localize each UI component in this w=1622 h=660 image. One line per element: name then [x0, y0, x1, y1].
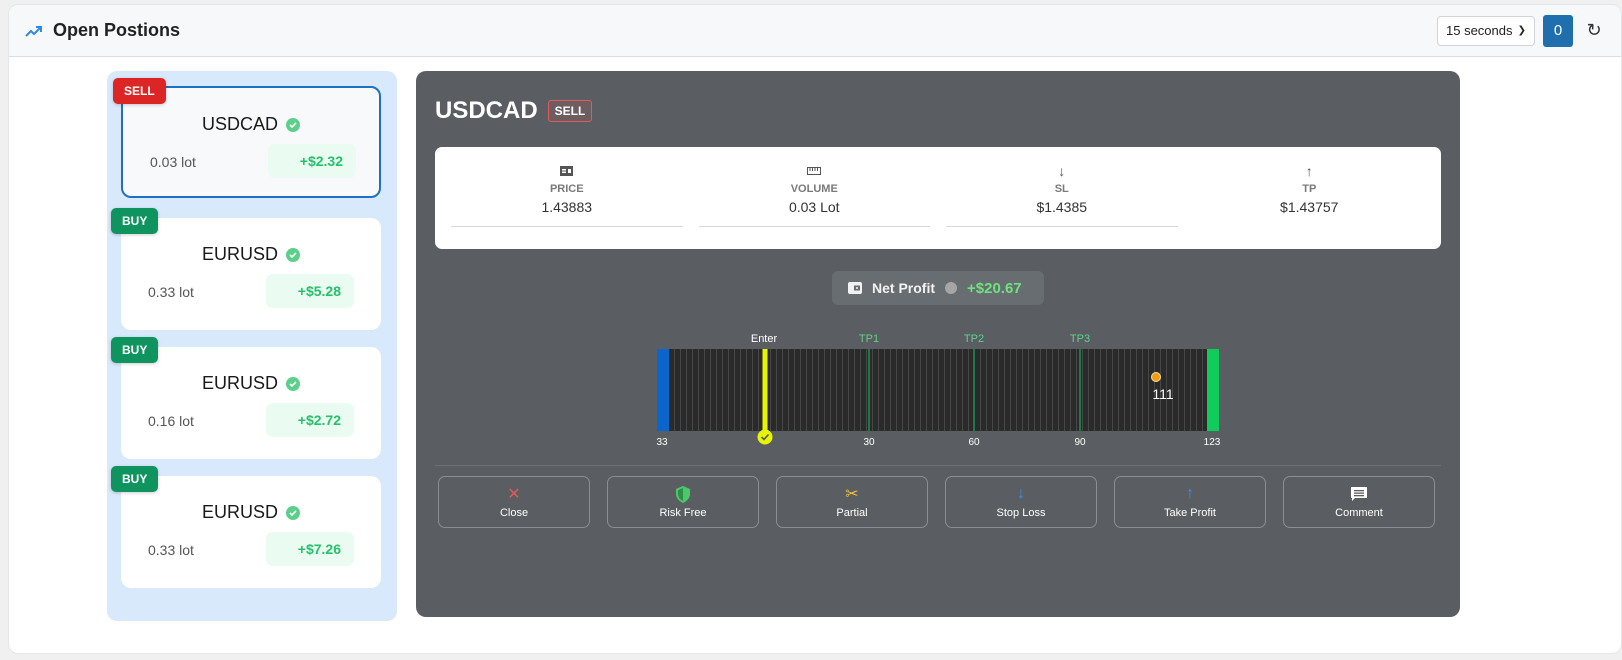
position-symbol: EURUSD	[201, 502, 278, 522]
check-badge-icon	[757, 429, 773, 445]
refresh-interval-value: 15 seconds	[1446, 23, 1513, 38]
verified-icon	[286, 376, 300, 391]
info-value: $1.43757	[1280, 199, 1339, 215]
arrow-up-icon: ↑	[1186, 485, 1194, 502]
tp3-label: TP3	[1069, 333, 1091, 345]
arrow-down-icon: ↓	[1017, 485, 1025, 502]
info-sl: ↓ SL $1.4385	[946, 147, 1178, 227]
position-card[interactable]: BUY EURUSD 0.33 lot +$5.28	[111, 208, 381, 330]
stop-loss-label: Stop Loss	[996, 507, 1046, 519]
side-badge: BUY	[111, 208, 159, 234]
stop-loss-button[interactable]: ↓ Stop Loss	[945, 476, 1097, 528]
tp2-line	[973, 349, 975, 431]
price-gauge: Enter TP1 TP2 TP3 111 33 30 60 90 123	[656, 333, 1222, 453]
info-price: PRICE 1.43883	[451, 147, 683, 227]
arrow-up-icon: ↑	[1305, 163, 1313, 179]
close-icon: ✕	[507, 486, 521, 503]
partial-label: Partial	[836, 507, 868, 519]
chevron-down-icon: ❯	[1517, 25, 1526, 36]
position-lot: 0.16 lot	[148, 413, 194, 429]
info-label: SL	[1054, 183, 1069, 195]
verified-icon	[286, 247, 300, 262]
price-tag-icon	[451, 163, 683, 179]
side-badge: BUY	[111, 337, 159, 363]
detail-side-badge: SELL	[547, 100, 593, 122]
risk-free-label: Risk Free	[659, 507, 707, 519]
gauge-bar: 111	[657, 349, 1219, 431]
position-symbol: EURUSD	[201, 373, 278, 393]
take-profit-label: Take Profit	[1164, 507, 1216, 519]
enter-label: Enter	[750, 333, 778, 345]
tp-zone	[1207, 349, 1219, 431]
position-symbol: USDCAD	[201, 114, 278, 134]
position-card[interactable]: SELL USDCAD 0.03 lot +$2.32	[113, 78, 381, 198]
scissors-icon: ✂	[845, 486, 859, 503]
detail-symbol: USDCAD	[435, 97, 538, 124]
net-profit-label: Net Profit	[872, 280, 935, 296]
info-volume: VOLUME 0.03 Lot	[698, 147, 931, 227]
panel-header: Open Postions 15 seconds ❯ 0 ↻	[9, 5, 1621, 57]
position-profit: +$5.28	[266, 274, 354, 308]
refresh-icon[interactable]: ↻	[1586, 20, 1602, 40]
close-button[interactable]: ✕ Close	[438, 476, 590, 528]
comment-icon	[1351, 485, 1367, 503]
tp1-label: TP1	[858, 333, 880, 345]
net-profit: Net Profit +$20.67	[832, 271, 1044, 305]
current-price-value: 111	[1152, 386, 1174, 402]
position-card[interactable]: BUY EURUSD 0.33 lot +$7.26	[111, 466, 381, 588]
tick-tp2: 60	[968, 437, 980, 448]
position-symbol: EURUSD	[201, 244, 278, 264]
action-buttons: ✕ Close Risk Free ✂ Partial ↓ Stop Loss …	[438, 476, 1435, 528]
side-badge: SELL	[113, 78, 166, 104]
sl-zone	[657, 349, 669, 431]
tick-tp: 123	[1203, 437, 1221, 448]
info-value: $1.4385	[1036, 199, 1088, 215]
info-label: TP	[1302, 183, 1317, 195]
tick-tp1: 30	[863, 437, 875, 448]
info-label: PRICE	[549, 183, 584, 195]
ruler-icon	[699, 163, 931, 179]
comment-button[interactable]: Comment	[1283, 476, 1435, 528]
tp1-line	[868, 349, 870, 431]
enter-line	[762, 349, 768, 431]
position-info: PRICE 1.43883 VOLUME 0.03 Lot ↓ SL $1.43…	[435, 147, 1441, 249]
info-label: VOLUME	[790, 183, 838, 195]
position-card[interactable]: BUY EURUSD 0.16 lot +$2.72	[111, 337, 381, 459]
position-lot: 0.33 lot	[148, 542, 194, 558]
info-value: 0.03 Lot	[788, 199, 840, 215]
divider	[435, 465, 1441, 466]
positions-list: SELL USDCAD 0.03 lot +$2.32 BUY EURUSD 0…	[107, 71, 397, 621]
tp2-label: TP2	[963, 333, 985, 345]
page-title: Open Postions	[53, 20, 181, 40]
position-lot: 0.03 lot	[150, 154, 196, 170]
verified-icon	[286, 117, 300, 132]
info-tp: ↑ TP $1.43757	[1194, 147, 1426, 249]
info-value: 1.43883	[541, 199, 593, 215]
trending-up-icon	[25, 25, 42, 37]
open-positions-panel: Open Postions 15 seconds ❯ 0 ↻ SELL USDC…	[8, 4, 1622, 654]
verified-icon	[286, 505, 300, 520]
current-price-dot	[1151, 372, 1161, 382]
shield-icon	[676, 485, 690, 503]
comment-label: Comment	[1335, 507, 1383, 519]
position-profit: +$7.26	[266, 532, 354, 566]
close-label: Close	[499, 507, 529, 519]
wallet-icon	[848, 282, 862, 294]
position-profit: +$2.72	[266, 403, 354, 437]
tp3-line	[1079, 349, 1081, 431]
tick-tp3: 90	[1074, 437, 1086, 448]
tick-sl: 33	[656, 437, 668, 448]
position-detail: USDCAD SELL PRICE 1.43883 VOLUME 0.03 Lo…	[416, 71, 1460, 617]
side-badge: BUY	[111, 466, 159, 492]
risk-free-button[interactable]: Risk Free	[607, 476, 759, 528]
take-profit-button[interactable]: ↑ Take Profit	[1114, 476, 1266, 528]
position-lot: 0.33 lot	[148, 284, 194, 300]
arrow-down-icon: ↓	[1058, 163, 1066, 179]
count-button[interactable]: 0	[1543, 14, 1573, 47]
info-icon[interactable]	[945, 282, 957, 294]
net-profit-value: +$20.67	[967, 279, 1022, 297]
partial-button[interactable]: ✂ Partial	[776, 476, 928, 528]
refresh-interval-select[interactable]: 15 seconds ❯	[1437, 15, 1535, 46]
position-profit: +$2.32	[268, 144, 356, 178]
